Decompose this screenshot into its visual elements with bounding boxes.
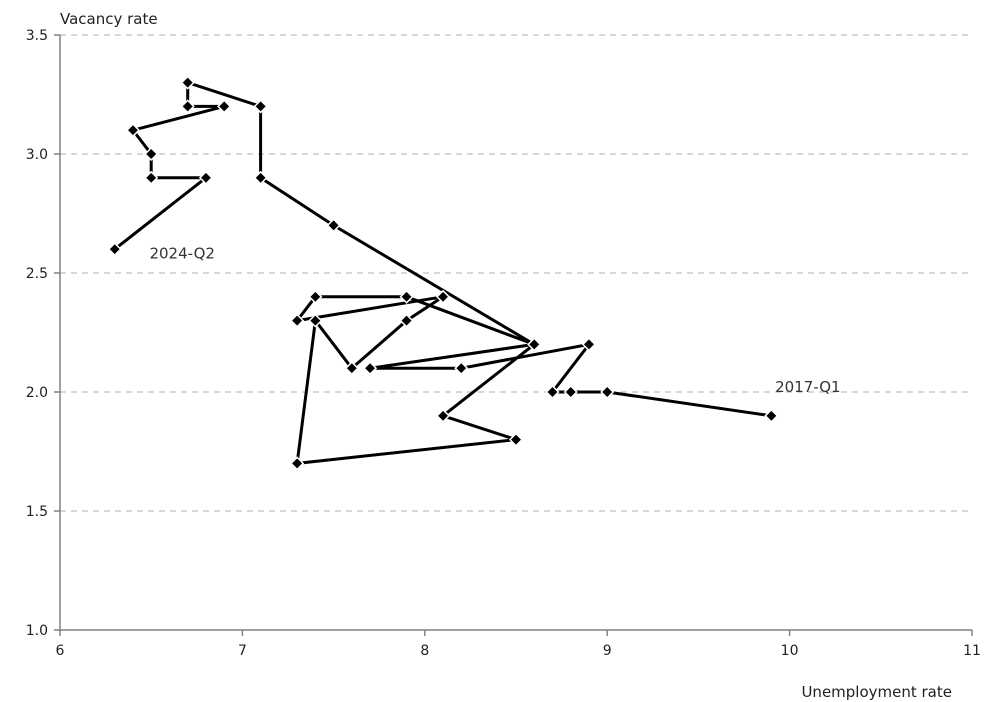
x-tick-label: 11: [963, 643, 981, 659]
data-point: [364, 362, 376, 374]
y-tick-label: 1.5: [26, 504, 48, 520]
y-axis-ticks: 1.0 1.5 2.0 2.5 3.0 3.5: [26, 28, 60, 639]
x-tick-label: 6: [56, 643, 65, 659]
x-axis-ticks: 6 7 8 9 10 11: [56, 630, 981, 659]
y-tick-label: 2.5: [26, 266, 48, 282]
x-tick-label: 9: [603, 643, 612, 659]
data-point: [255, 100, 267, 112]
x-tick-label: 7: [238, 643, 247, 659]
x-tick-label: 10: [781, 643, 799, 659]
x-tick-label: 8: [420, 643, 429, 659]
y-axis-title: Vacancy rate: [60, 10, 158, 28]
data-point: [291, 457, 303, 469]
data-point: [455, 362, 467, 374]
point-annotation: 2017-Q1: [775, 378, 841, 396]
point-annotation: 2024-Q2: [149, 245, 215, 263]
data-point: [510, 434, 522, 446]
data-point: [182, 77, 194, 89]
data-point: [565, 386, 577, 398]
x-axis-title: Unemployment rate: [801, 683, 952, 701]
y-tick-label: 2.0: [26, 385, 48, 401]
y-tick-label: 1.0: [26, 623, 48, 639]
series-line: [115, 83, 772, 464]
data-point: [218, 100, 230, 112]
data-point: [601, 386, 613, 398]
y-tick-label: 3.0: [26, 147, 48, 163]
data-point: [145, 172, 157, 184]
y-tick-label: 3.5: [26, 28, 48, 44]
data-point: [182, 100, 194, 112]
data-point: [765, 410, 777, 422]
